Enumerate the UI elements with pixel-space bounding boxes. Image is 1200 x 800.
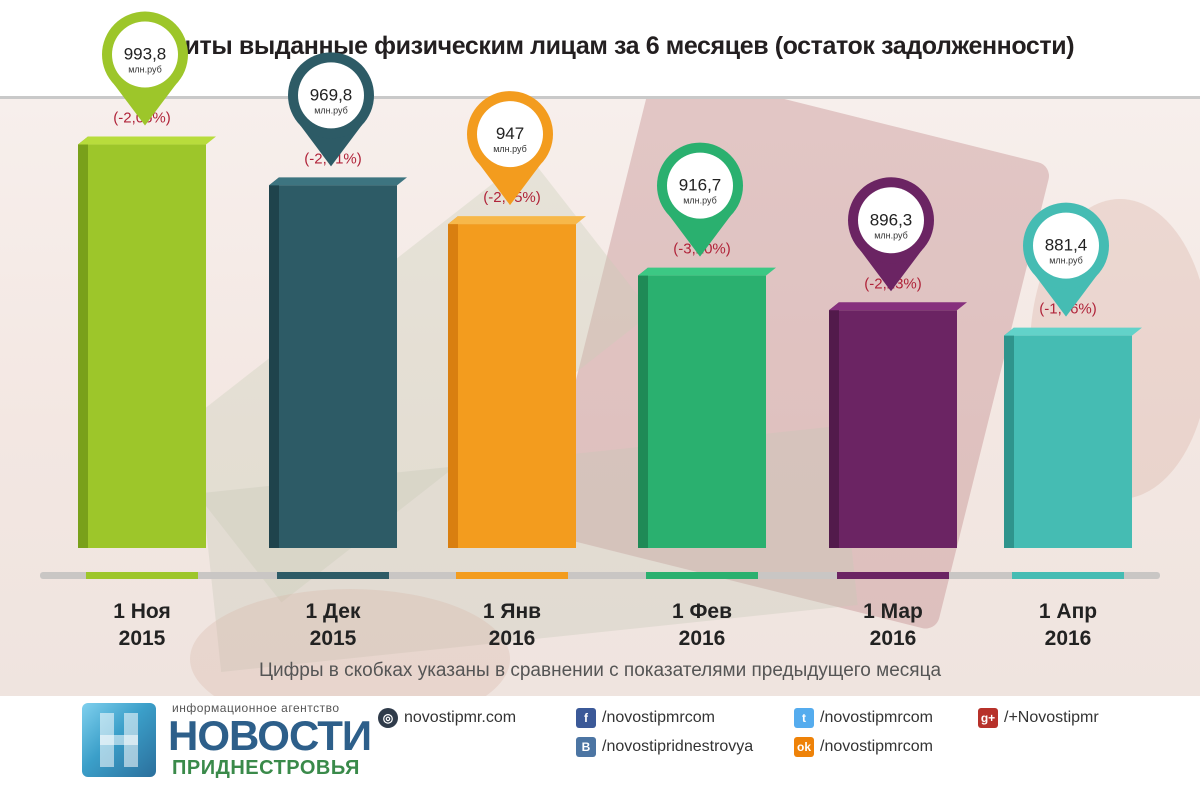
title-divider	[0, 96, 1200, 99]
chart-title: Кредиты выданные физическим лицам за 6 м…	[125, 32, 1075, 60]
value-label: 993,8	[124, 45, 167, 64]
shelf-marker	[1012, 572, 1124, 579]
category-label: 1 Дек	[306, 600, 361, 623]
vk-link[interactable]: B /novostipridnestrovya	[576, 736, 753, 758]
category-year-label: 2016	[489, 627, 536, 650]
bar-top	[448, 216, 586, 225]
category-label: 1 Фев	[672, 600, 732, 623]
bar-1	[78, 136, 216, 549]
bar-3	[448, 216, 586, 548]
shelf-marker	[646, 572, 758, 579]
agency-tagline: информационное агентство	[172, 701, 340, 715]
bar-side	[448, 216, 458, 548]
bar-4	[638, 267, 776, 548]
unit-label: млн.руб	[493, 144, 527, 154]
twitter-link[interactable]: t /novostipmrcom	[794, 707, 933, 729]
ok-link-text: /novostipmrcom	[820, 738, 933, 755]
globe-icon: ◎	[378, 708, 398, 728]
value-label: 916,7	[679, 176, 722, 195]
value-label: 881,4	[1045, 236, 1088, 255]
unit-label: млн.руб	[874, 230, 908, 240]
agency-logo-icon	[82, 703, 156, 777]
twitter-icon: t	[794, 708, 814, 728]
pin-face	[1033, 212, 1099, 279]
bar-top	[269, 177, 407, 186]
bar-front	[648, 275, 766, 548]
odnoklassniki-icon: ok	[794, 737, 814, 757]
bar-front	[279, 185, 397, 548]
gplus-icon: g+	[978, 708, 998, 728]
ok-link[interactable]: ok /novostipmrcom	[794, 736, 933, 758]
unit-label: млн.руб	[128, 65, 162, 75]
pin-face	[667, 152, 733, 219]
shelf-marker	[456, 572, 568, 579]
bar-side	[269, 177, 279, 548]
vk-link-text: /novostipridnestrovya	[602, 738, 754, 755]
unit-label: млн.руб	[314, 105, 348, 115]
unit-label: млн.руб	[683, 196, 717, 206]
shelf-marker	[86, 572, 198, 579]
bar-side	[1004, 327, 1014, 548]
bar-front	[88, 144, 206, 549]
facebook-icon: f	[576, 708, 596, 728]
shelf-marker	[277, 572, 389, 579]
facebook-link-text: /novostipmrcom	[602, 709, 715, 726]
vk-icon: B	[576, 737, 596, 757]
bar-6	[1004, 327, 1142, 548]
bar-side	[829, 302, 839, 548]
value-label: 896,3	[870, 210, 913, 229]
bar-side	[638, 267, 648, 548]
bar-top	[1004, 327, 1142, 336]
value-label: 969,8	[310, 85, 353, 104]
baseline-shelf	[40, 572, 1160, 579]
category-label: 1 Апр	[1039, 600, 1097, 623]
bar-front	[1014, 335, 1132, 548]
bar-top	[638, 267, 776, 276]
bar-top	[829, 302, 967, 311]
gplus-link-text: /+Novostipmr	[1004, 709, 1099, 726]
category-year-label: 2015	[119, 627, 166, 650]
agency-name: НОВОСТИ	[168, 712, 372, 759]
pin-face	[298, 62, 364, 129]
site-link-text: novostipmr.com	[404, 709, 517, 726]
site-link[interactable]: ◎ novostipmr.com	[378, 707, 516, 729]
bar-front	[839, 310, 957, 548]
category-year-label: 2015	[310, 627, 357, 650]
unit-label: млн.руб	[1049, 256, 1083, 266]
category-year-label: 2016	[1045, 627, 1092, 650]
facebook-link[interactable]: f /novostipmrcom	[576, 707, 715, 729]
bar-side	[78, 136, 88, 549]
category-year-label: 2016	[679, 627, 726, 650]
pin-face	[858, 187, 924, 254]
pin-face	[112, 21, 178, 88]
pin-face	[477, 101, 543, 168]
bar-2	[269, 177, 407, 548]
bar-top	[78, 136, 216, 145]
footnote: Цифры в скобках указаны в сравнении с по…	[258, 660, 942, 681]
shelf-marker	[837, 572, 949, 579]
bar-front	[458, 224, 576, 548]
agency-region: ПРИДНЕСТРОВЬЯ	[172, 757, 360, 779]
category-label: 1 Янв	[483, 600, 541, 623]
value-label: 947	[496, 124, 524, 143]
bar-5	[829, 302, 967, 548]
twitter-link-text: /novostipmrcom	[820, 709, 933, 726]
category-year-label: 2016	[870, 627, 917, 650]
category-label: 1 Мар	[863, 600, 923, 623]
category-label: 1 Ноя	[113, 600, 170, 623]
gplus-link[interactable]: g+ /+Novostipmr	[978, 707, 1099, 729]
